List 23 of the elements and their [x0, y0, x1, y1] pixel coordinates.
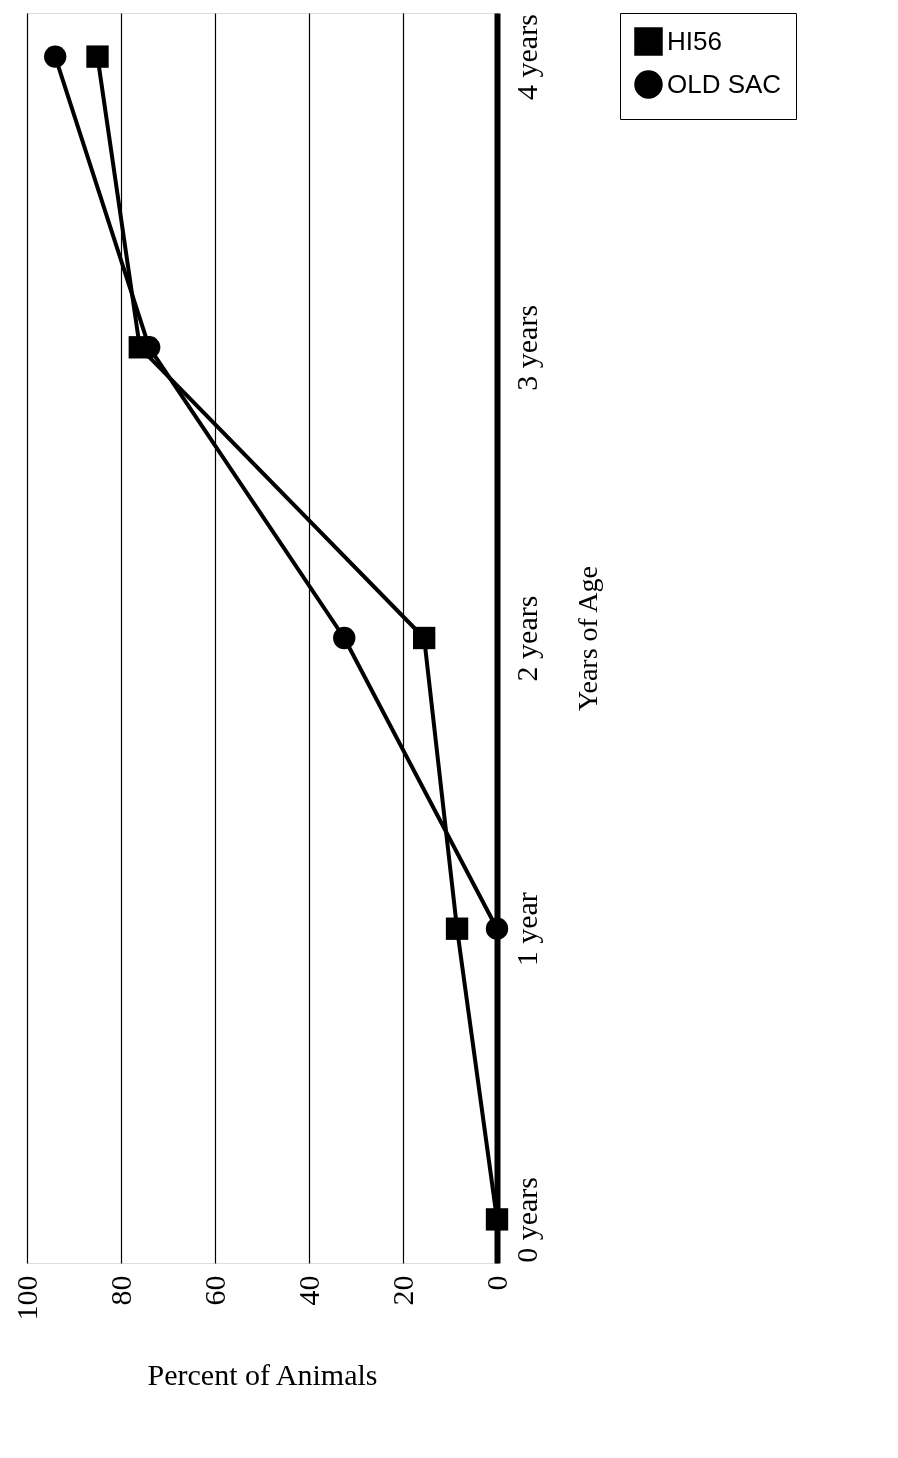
point	[445, 917, 469, 940]
legend-label: OLD SAC	[667, 68, 782, 99]
x-tick-label: 80	[103, 1275, 137, 1306]
y-tick-label: 2 years	[509, 595, 543, 682]
point	[333, 626, 356, 650]
point	[485, 1208, 509, 1231]
x-tick-label: 20	[385, 1275, 419, 1306]
y-tick-label: 4 years	[509, 14, 543, 100]
point	[485, 917, 509, 940]
x-axis-title: Percent of Animals	[147, 1357, 378, 1391]
x-tick-label: 60	[197, 1275, 231, 1306]
legend-label: HI56	[667, 25, 722, 56]
y-tick-label: 1 year	[509, 892, 543, 967]
y-tick-label: 3 years	[509, 304, 543, 391]
point	[44, 45, 67, 68]
x-tick-label: 100	[9, 1275, 43, 1321]
x-tick-label: 40	[291, 1275, 325, 1306]
point	[86, 45, 109, 68]
y-axis-title: Years of Age	[571, 566, 603, 711]
x-tick-label: 0	[479, 1275, 513, 1291]
point	[412, 626, 436, 650]
y-tick-label: 0 years	[509, 1177, 543, 1263]
point	[128, 336, 151, 359]
